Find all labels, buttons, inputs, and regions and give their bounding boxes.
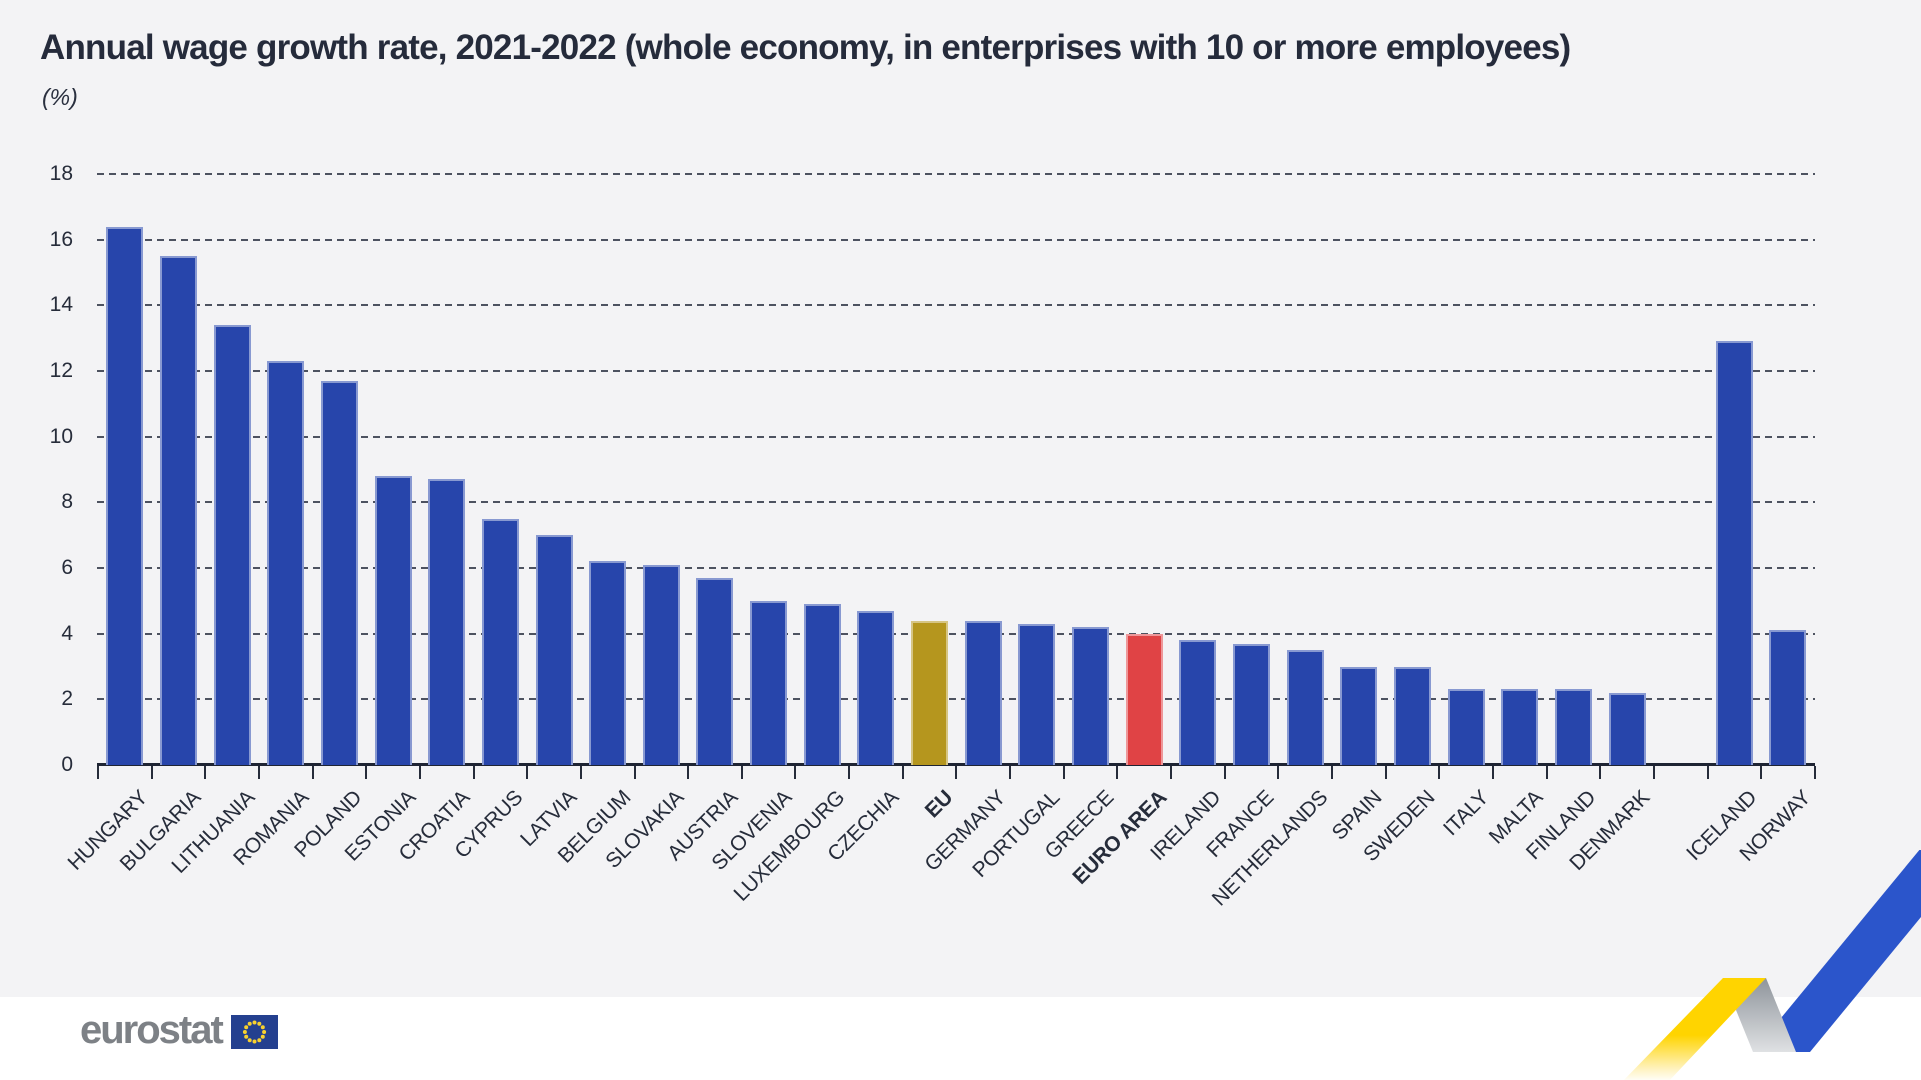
axis-tick (579, 766, 582, 779)
bar-chart-plot: 0 2 4 6 8 10 12 14 16 18 HUNGARY BULGARIA LITHUANIA R… (49, 162, 1816, 910)
axis-tick (365, 766, 368, 779)
gridline-18 (97, 173, 1815, 176)
axis-tick (1760, 766, 1763, 779)
y-axis-label-8: 8 (61, 490, 73, 514)
bar-austria (696, 577, 734, 765)
eu-flag-icon (230, 1015, 278, 1049)
bar-slovakia (642, 564, 680, 765)
bar-hungary (106, 226, 144, 765)
gridline-2 (97, 698, 1815, 701)
bar-lithuania (213, 325, 251, 765)
ribbon-yellow-band (1623, 978, 1766, 1080)
gridline-12 (97, 370, 1815, 373)
axis-tick (150, 766, 153, 779)
bar-portugal (1018, 623, 1056, 765)
bar-finland (1554, 689, 1592, 765)
bar-ireland (1179, 640, 1217, 765)
eu-flag-stars (242, 1020, 266, 1044)
bar-malta (1501, 689, 1539, 765)
axis-tick (257, 766, 260, 779)
bar-spain (1340, 666, 1378, 765)
bar-greece (1072, 627, 1110, 765)
chart-title: Annual wage growth rate, 2021-2022 (whol… (40, 28, 1571, 67)
y-axis-label-0: 0 (61, 753, 73, 776)
bar-belgium (589, 561, 627, 765)
y-axis-label-12: 12 (49, 359, 73, 383)
axis-tick (848, 766, 851, 779)
axis-tick (1438, 766, 1441, 779)
y-axis-label-14: 14 (49, 293, 73, 317)
axis-tick (1330, 766, 1333, 779)
axis-tick (311, 766, 314, 779)
bar-france (1232, 643, 1270, 765)
bar-slovenia (750, 600, 788, 765)
axis-tick (687, 766, 690, 779)
axis-tick (740, 766, 743, 779)
axis-tick (204, 766, 207, 779)
axis-tick (1116, 766, 1119, 779)
gridline-6 (97, 567, 1815, 570)
axis-tick (633, 766, 636, 779)
y-axis-label-6: 6 (61, 556, 73, 580)
x-axis-label-eu: EU (920, 786, 957, 823)
axis-tick (1813, 766, 1816, 779)
bar-cyprus (481, 518, 519, 765)
bar-romania (267, 361, 305, 765)
gridline-8 (97, 501, 1815, 504)
y-axis-label-4: 4 (61, 621, 73, 645)
axis-tick (1652, 766, 1655, 779)
bar-sweden (1393, 666, 1431, 765)
axis-tick (1223, 766, 1226, 779)
gridline-10 (97, 435, 1815, 438)
chart-background (0, 0, 1921, 997)
footer-band (0, 997, 1921, 1080)
axis-tick (1009, 766, 1012, 779)
x-axis-line (97, 763, 1815, 766)
bar-luxembourg (803, 604, 841, 765)
gridline-4 (97, 632, 1815, 635)
axis-tick (1599, 766, 1602, 779)
gridline-14 (97, 304, 1815, 307)
eurostat-logo: eurostat (80, 1008, 278, 1052)
bar-netherlands (1286, 650, 1324, 765)
axis-tick (901, 766, 904, 779)
axis-tick (1062, 766, 1065, 779)
gridline-16 (97, 238, 1815, 241)
axis-tick (1170, 766, 1172, 779)
bar-czechia (857, 610, 895, 765)
bar-eu (911, 620, 949, 765)
axis-tick (526, 766, 529, 779)
chart-subtitle: (%) (42, 84, 78, 110)
y-axis-label-10: 10 (49, 424, 73, 448)
axis-tick (1277, 766, 1280, 779)
axis-tick (97, 766, 99, 779)
bar-euro-area (1125, 633, 1163, 765)
bar-bulgaria (159, 256, 197, 765)
axis-tick (1706, 766, 1709, 779)
ribbon-blue-band (1753, 850, 1921, 1052)
axis-tick (1384, 766, 1387, 779)
axis-tick (1545, 766, 1548, 779)
ribbon-decoration (1623, 850, 1921, 1080)
y-axis-label-18: 18 (49, 162, 73, 186)
bar-germany (964, 620, 1002, 765)
bar-croatia (428, 479, 466, 765)
axis-tick (1491, 766, 1494, 779)
bar-norway (1769, 630, 1807, 765)
bar-poland (320, 380, 358, 765)
eurostat-wordmark: eurostat (80, 1008, 224, 1052)
bar-estonia (374, 476, 412, 765)
axis-tick (418, 766, 421, 779)
axis-tick (955, 766, 958, 779)
bar-denmark (1608, 692, 1646, 765)
axis-tick (472, 766, 475, 779)
bar-latvia (535, 535, 573, 765)
y-axis-label-2: 2 (61, 687, 73, 711)
bar-italy (1447, 689, 1485, 765)
y-axis-label-16: 16 (49, 227, 73, 251)
axis-tick (794, 766, 797, 779)
bar-iceland (1715, 341, 1753, 765)
